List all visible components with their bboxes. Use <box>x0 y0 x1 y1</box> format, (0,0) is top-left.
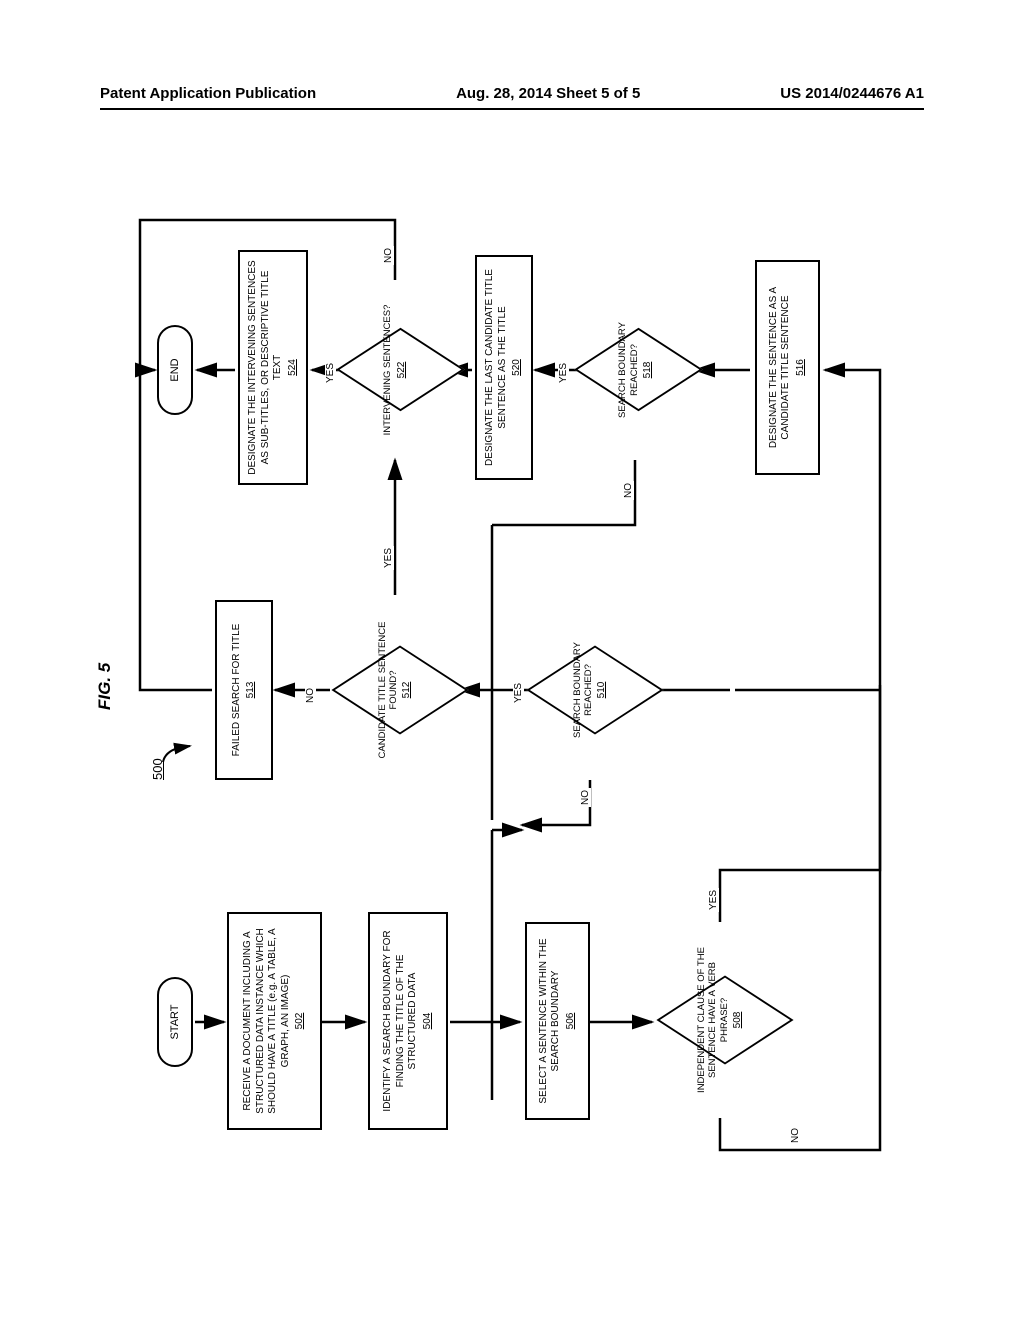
process-506-ref: 506 <box>565 1013 578 1030</box>
process-506: SELECT A SENTENCE WITHIN THE SEARCH BOUN… <box>525 922 590 1120</box>
edge-522-no: NO <box>383 246 394 265</box>
process-516-text: DESIGNATE THE SENTENCE AS A CANDIDATE TI… <box>768 268 793 467</box>
edge-512-no: NO <box>305 686 316 705</box>
decision-518-text: SEARCH BOUNDARY REACHED? <box>617 295 640 445</box>
decision-518: SEARCH BOUNDARY REACHED? 518 <box>583 295 688 445</box>
decision-512-ref: 512 <box>401 682 413 699</box>
start-label: START <box>169 1004 181 1039</box>
edge-522-yes: YES <box>325 361 336 385</box>
terminator-start: START <box>157 977 193 1067</box>
decision-508: INDEPENDENT CLAUSE OF THE SENTENCE HAVE … <box>660 945 780 1095</box>
decision-510: SEARCH BOUNDARY REACHED? 510 <box>535 615 645 765</box>
process-520: DESIGNATE THE LAST CANDIDATE TITLE SENTE… <box>475 255 533 480</box>
edge-508-no: NO <box>790 1126 801 1145</box>
header-center: Aug. 28, 2014 Sheet 5 of 5 <box>456 85 640 102</box>
terminator-end: END <box>157 325 193 415</box>
process-513-text: FAILED SEARCH FOR TITLE <box>231 624 244 757</box>
process-520-ref: 520 <box>511 359 524 376</box>
decision-522-ref: 522 <box>396 362 408 379</box>
decision-512: CANDIDATE TITLE SENTENCE FOUND? 512 <box>340 615 450 765</box>
decision-512-text: CANDIDATE TITLE SENTENCE FOUND? <box>377 615 400 765</box>
process-516: DESIGNATE THE SENTENCE AS A CANDIDATE TI… <box>755 260 820 475</box>
end-label: END <box>169 358 181 381</box>
process-504-ref: 504 <box>422 1013 435 1030</box>
figure-5: FIG. 5 500 <box>0 250 1020 1090</box>
header-left: Patent Application Publication <box>100 85 316 102</box>
decision-508-text: INDEPENDENT CLAUSE OF THE SENTENCE HAVE … <box>696 945 730 1095</box>
header-rule <box>100 108 924 110</box>
process-502-text: RECEIVE A DOCUMENT INCLUDING A STRUCTURE… <box>242 920 292 1122</box>
process-504: IDENTIFY A SEARCH BOUNDARY FOR FINDING T… <box>368 912 448 1130</box>
decision-510-text: SEARCH BOUNDARY REACHED? <box>572 615 595 765</box>
decision-518-ref: 518 <box>642 362 654 379</box>
process-513: FAILED SEARCH FOR TITLE 513 <box>215 600 273 780</box>
decision-510-ref: 510 <box>596 682 608 699</box>
decision-522: INTERVENING SENTENCES? 522 <box>345 295 445 445</box>
process-513-ref: 513 <box>245 682 258 699</box>
edge-510-no: NO <box>580 788 591 807</box>
edge-518-no: NO <box>623 481 634 500</box>
process-524-text: DESIGNATE THE INTERVENING SENTENCES AS S… <box>247 258 285 477</box>
decision-508-ref: 508 <box>732 1012 744 1029</box>
edge-512-yes: YES <box>383 546 394 570</box>
edge-518-yes: YES <box>558 361 569 385</box>
header-right: US 2014/0244676 A1 <box>780 85 924 102</box>
decision-522-text: INTERVENING SENTENCES? <box>382 305 393 436</box>
process-504-text: IDENTIFY A SEARCH BOUNDARY FOR FINDING T… <box>382 920 420 1122</box>
process-506-text: SELECT A SENTENCE WITHIN THE SEARCH BOUN… <box>538 930 563 1112</box>
flowchart-canvas: FIG. 5 500 <box>90 160 930 1180</box>
page-header: Patent Application Publication Aug. 28, … <box>100 85 924 102</box>
process-516-ref: 516 <box>795 359 808 376</box>
edge-510-yes: YES <box>513 681 524 705</box>
process-502-ref: 502 <box>294 1013 307 1030</box>
process-524-ref: 524 <box>287 359 300 376</box>
process-524: DESIGNATE THE INTERVENING SENTENCES AS S… <box>238 250 308 485</box>
edge-508-yes: YES <box>708 888 719 912</box>
process-502: RECEIVE A DOCUMENT INCLUDING A STRUCTURE… <box>227 912 322 1130</box>
process-520-text: DESIGNATE THE LAST CANDIDATE TITLE SENTE… <box>484 263 509 472</box>
